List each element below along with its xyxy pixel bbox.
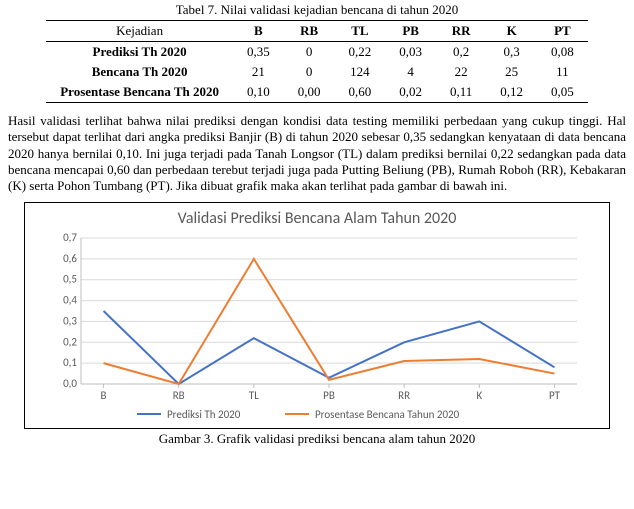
row-label: Prediksi Th 2020 [46, 42, 233, 63]
col-RR: RR [436, 21, 486, 42]
svg-text:K: K [476, 389, 482, 402]
svg-text:RB: RB [173, 389, 185, 402]
cell: 0,05 [537, 82, 588, 103]
cell: 0 [284, 62, 335, 82]
chart-title: Validasi Prediksi Bencana Alam Tahun 202… [29, 209, 605, 228]
svg-text:0,4: 0,4 [63, 294, 77, 307]
col-B: B [233, 21, 284, 42]
cell: 0,12 [486, 82, 537, 103]
cell: 25 [486, 62, 537, 82]
row-label: Bencana Th 2020 [46, 62, 233, 82]
table-row: Prosentase Bencana Th 2020 0,10 0,00 0,6… [46, 82, 588, 103]
body-paragraph: Hasil validasi terlihat bahwa nilai pred… [8, 113, 626, 194]
svg-text:0,0: 0,0 [63, 377, 77, 390]
svg-text:0,6: 0,6 [63, 252, 77, 265]
svg-text:0,7: 0,7 [63, 232, 77, 244]
svg-text:PT: PT [549, 389, 561, 402]
cell: 0,35 [233, 42, 284, 63]
table-caption: Tabel 7. Nilai validasi kejadian bencana… [0, 2, 634, 18]
cell: 4 [385, 62, 436, 82]
cell: 0,03 [385, 42, 436, 63]
svg-text:Prosentase Bencana Tahun 2020: Prosentase Bencana Tahun 2020 [315, 408, 460, 421]
svg-text:0,1: 0,1 [63, 356, 77, 369]
table-header-label: Kejadian [46, 21, 233, 42]
cell: 0,60 [335, 82, 386, 103]
cell: 0,10 [233, 82, 284, 103]
col-PT: PT [537, 21, 588, 42]
svg-text:RR: RR [398, 389, 410, 402]
cell: 0,02 [385, 82, 436, 103]
col-TL: TL [335, 21, 386, 42]
table-header-row: Kejadian B RB TL PB RR K PT [46, 21, 588, 42]
cell: 0,3 [486, 42, 537, 63]
svg-text:0,2: 0,2 [63, 336, 77, 349]
cell: 124 [335, 62, 386, 82]
figure-caption: Gambar 3. Grafik validasi prediksi benca… [0, 431, 634, 447]
cell: 11 [537, 62, 588, 82]
table-row: Prediksi Th 2020 0,35 0 0,22 0,03 0,2 0,… [46, 42, 588, 63]
cell: 21 [233, 62, 284, 82]
cell: 0,22 [335, 42, 386, 63]
cell: 0,00 [284, 82, 335, 103]
cell: 0 [284, 42, 335, 63]
cell: 0,11 [436, 82, 486, 103]
svg-text:0,3: 0,3 [63, 315, 77, 328]
svg-text:Prediksi Th 2020: Prediksi Th 2020 [167, 408, 241, 421]
col-RB: RB [284, 21, 335, 42]
col-PB: PB [385, 21, 436, 42]
cell: 22 [436, 62, 486, 82]
svg-text:B: B [101, 389, 107, 402]
line-chart: 0,0 0,1 0,2 0,3 0,4 0,5 0,6 0,7 B RB TL PB RR K PT [47, 232, 587, 402]
svg-text:TL: TL [249, 389, 259, 402]
chart-legend: Prediksi Th 2020 Prosentase Bencana Tahun… [47, 402, 587, 426]
row-label: Prosentase Bencana Th 2020 [46, 82, 233, 103]
svg-text:PB: PB [323, 389, 335, 402]
table-row: Bencana Th 2020 21 0 124 4 22 25 11 [46, 62, 588, 82]
cell: 0,2 [436, 42, 486, 63]
chart-container: Validasi Prediksi Bencana Alam Tahun 202… [24, 202, 610, 429]
validation-table: Kejadian B RB TL PB RR K PT Prediksi Th … [46, 20, 588, 103]
cell: 0,08 [537, 42, 588, 63]
col-K: K [486, 21, 537, 42]
svg-text:0,5: 0,5 [63, 273, 77, 286]
